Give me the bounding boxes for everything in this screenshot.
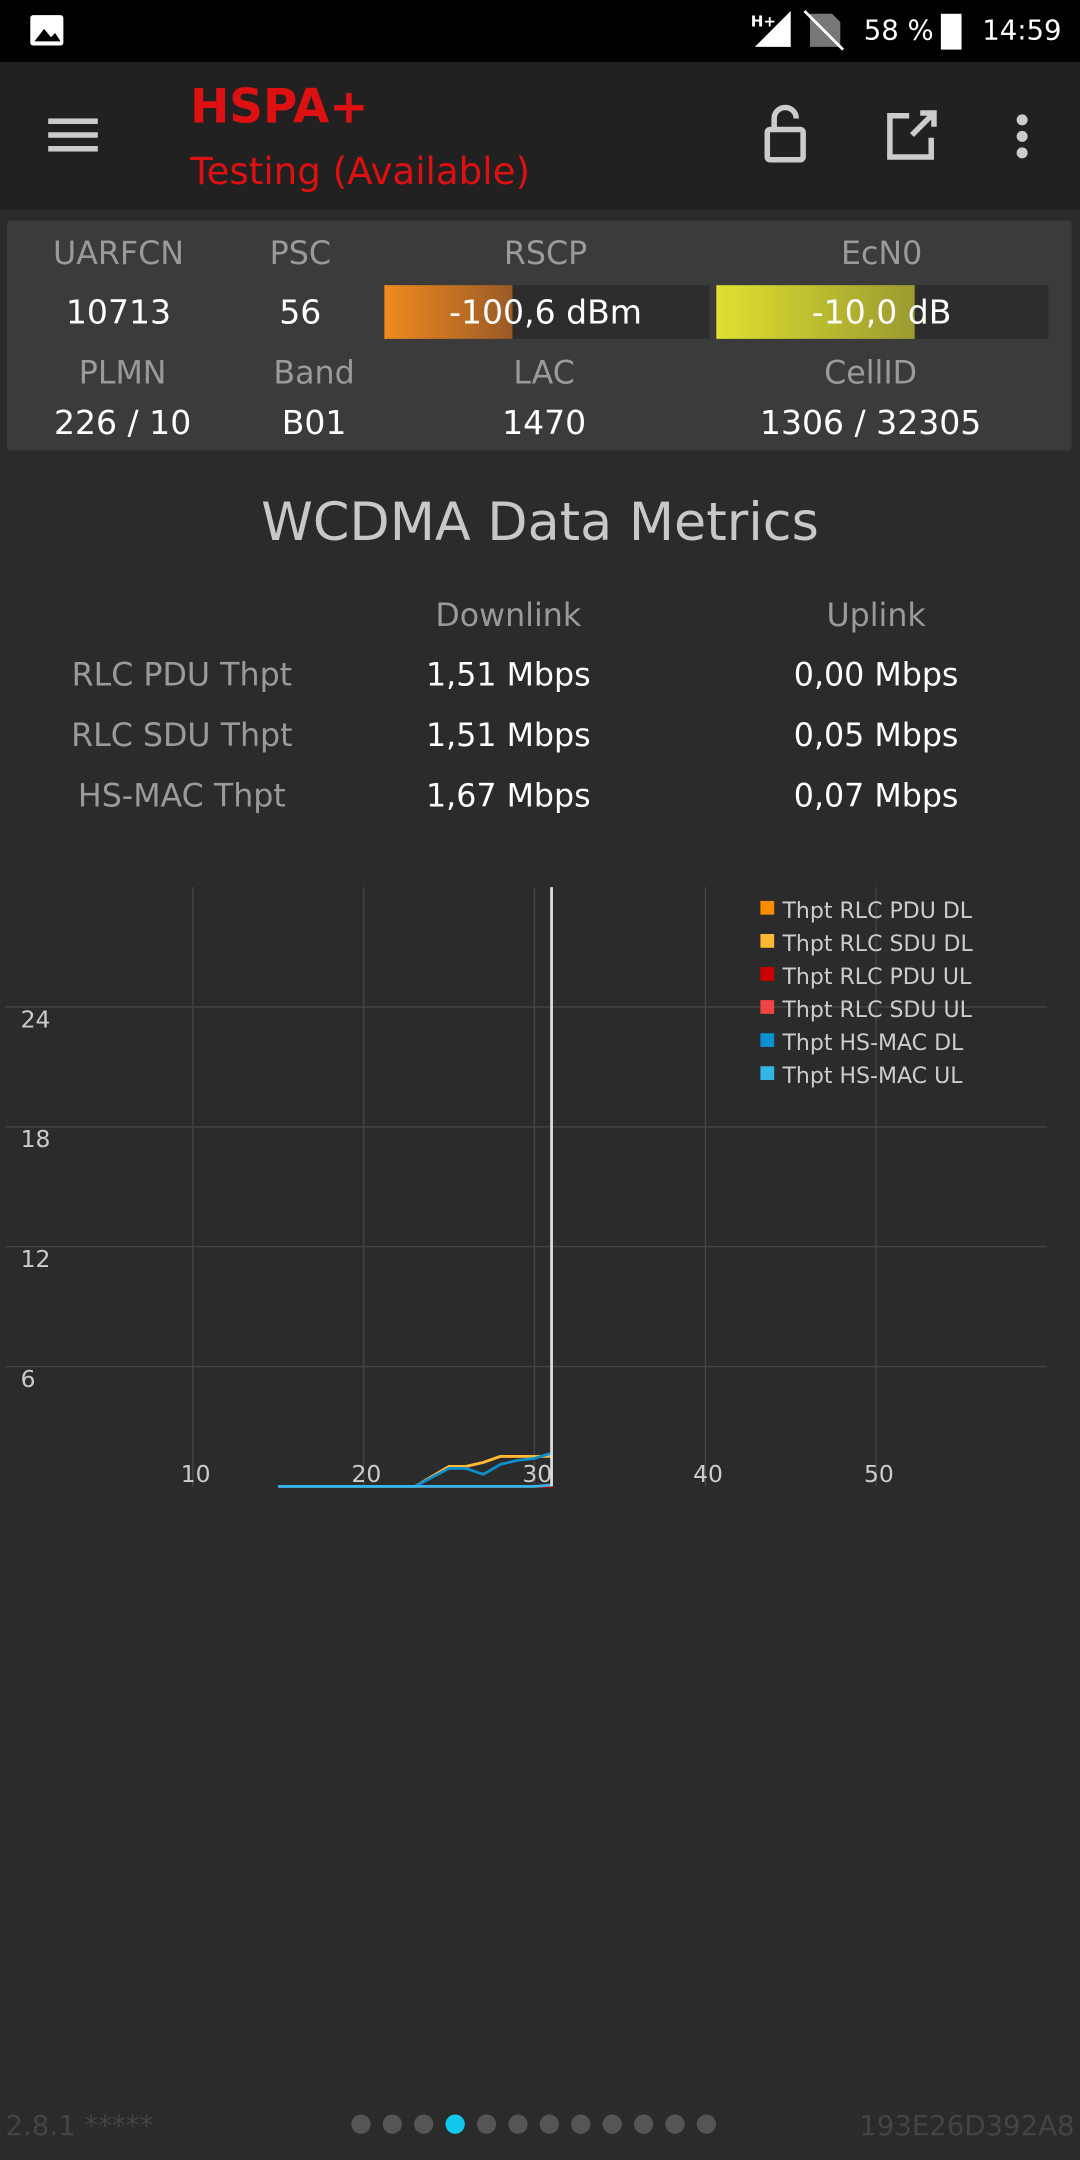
x-tick-label: 30 [522,1460,552,1488]
y-tick-label: 24 [21,1005,51,1033]
cell-header: RSCP [504,236,587,272]
page-dot[interactable] [602,2114,622,2134]
x-tick-label: 40 [693,1460,723,1488]
cell-value: 1306 / 32305 [760,403,981,442]
cell-header: LAC [513,356,575,392]
page-dot[interactable] [414,2114,434,2134]
legend-swatch [760,933,775,948]
cell-value: 226 / 10 [54,403,191,442]
network-type: H+ [751,13,776,31]
app-version: 2.8.1 ***** [6,2110,154,2142]
cell-value: 56 [279,293,321,332]
legend-swatch [760,967,775,981]
page-dot[interactable] [445,2114,465,2134]
cell-header: PLMN [79,356,167,392]
metrics-column-header: Downlink [435,598,581,634]
metrics-downlink: 1,67 Mbps [426,779,591,815]
cell-value: 10713 [66,293,171,332]
legend-swatch [760,900,775,915]
page-dot[interactable] [665,2114,685,2134]
signal-icon [754,11,791,47]
legend-label: Thpt RLC PDU UL [781,965,972,990]
lock-button[interactable] [764,104,806,163]
status-bar [0,0,1080,62]
cell-value: -100,6 dBm [449,293,642,332]
battery-level: 58 % [864,15,934,47]
metrics-uplink: 0,05 Mbps [794,718,959,754]
metrics-row-label: HS-MAC Thpt [78,779,286,815]
battery-icon [940,13,962,50]
metrics-uplink: 0,00 Mbps [794,657,959,693]
metrics-uplink: 0,07 Mbps [794,779,959,815]
rscp-bar-fill [384,285,513,339]
legend-label: Thpt RLC PDU DL [781,899,972,924]
page-dot[interactable] [539,2114,560,2134]
metrics-title: WCDMA Data Metrics [261,492,819,553]
x-tick-label: 10 [181,1460,211,1488]
metrics-downlink: 1,51 Mbps [426,657,591,693]
x-tick-label: 50 [864,1460,894,1488]
cell-header: CellID [824,356,917,392]
metrics-row-label: RLC PDU Thpt [72,657,293,693]
page-dot[interactable] [351,2114,371,2134]
page-dot[interactable] [571,2114,591,2134]
cell-header: EcN0 [841,236,922,272]
cell-value: -10,0 dB [812,293,952,332]
legend-label: Thpt RLC SDU UL [781,998,972,1023]
toolbar-title: HSPA+ [190,81,368,135]
cell-header: PSC [270,236,331,272]
page-dot[interactable] [696,2114,717,2134]
page-dot[interactable] [508,2114,528,2134]
gallery-icon-shape [34,28,61,42]
page-dot[interactable] [476,2114,497,2134]
page-dot[interactable] [382,2114,402,2134]
x-tick-label: 20 [352,1460,382,1488]
series-line [278,1483,552,1488]
cell-value: B01 [282,403,347,442]
ecn0-bar-fill [716,285,915,339]
y-tick-label: 6 [21,1365,36,1393]
page-dot[interactable] [633,2114,654,2134]
metrics-row-label: RLC SDU Thpt [71,718,293,754]
cell-header: Band [273,356,354,392]
metrics-column-header: Uplink [826,598,926,634]
toolbar-subtitle: Testing (Available) [189,149,530,193]
overflow-button[interactable] [1016,114,1028,159]
open-external-button[interactable] [887,110,937,160]
legend-swatch [760,1033,775,1047]
y-tick-label: 18 [21,1125,51,1153]
cell-value: 1470 [502,403,586,442]
legend-label: Thpt RLC SDU DL [781,932,973,957]
metrics-downlink: 1,51 Mbps [426,718,591,754]
toolbar [0,61,1080,210]
legend-label: Thpt HS-MAC UL [781,1064,963,1089]
device-id: 193E26D392A8 [859,2110,1074,2142]
legend-label: Thpt HS-MAC DL [781,1031,964,1056]
sim-slash [803,10,845,51]
legend-swatch [760,1000,775,1014]
menu-button[interactable] [48,118,98,152]
legend-swatch [760,1066,775,1080]
clock: 14:59 [982,15,1061,47]
y-tick-label: 12 [21,1245,51,1273]
cell-header: UARFCN [53,236,184,272]
